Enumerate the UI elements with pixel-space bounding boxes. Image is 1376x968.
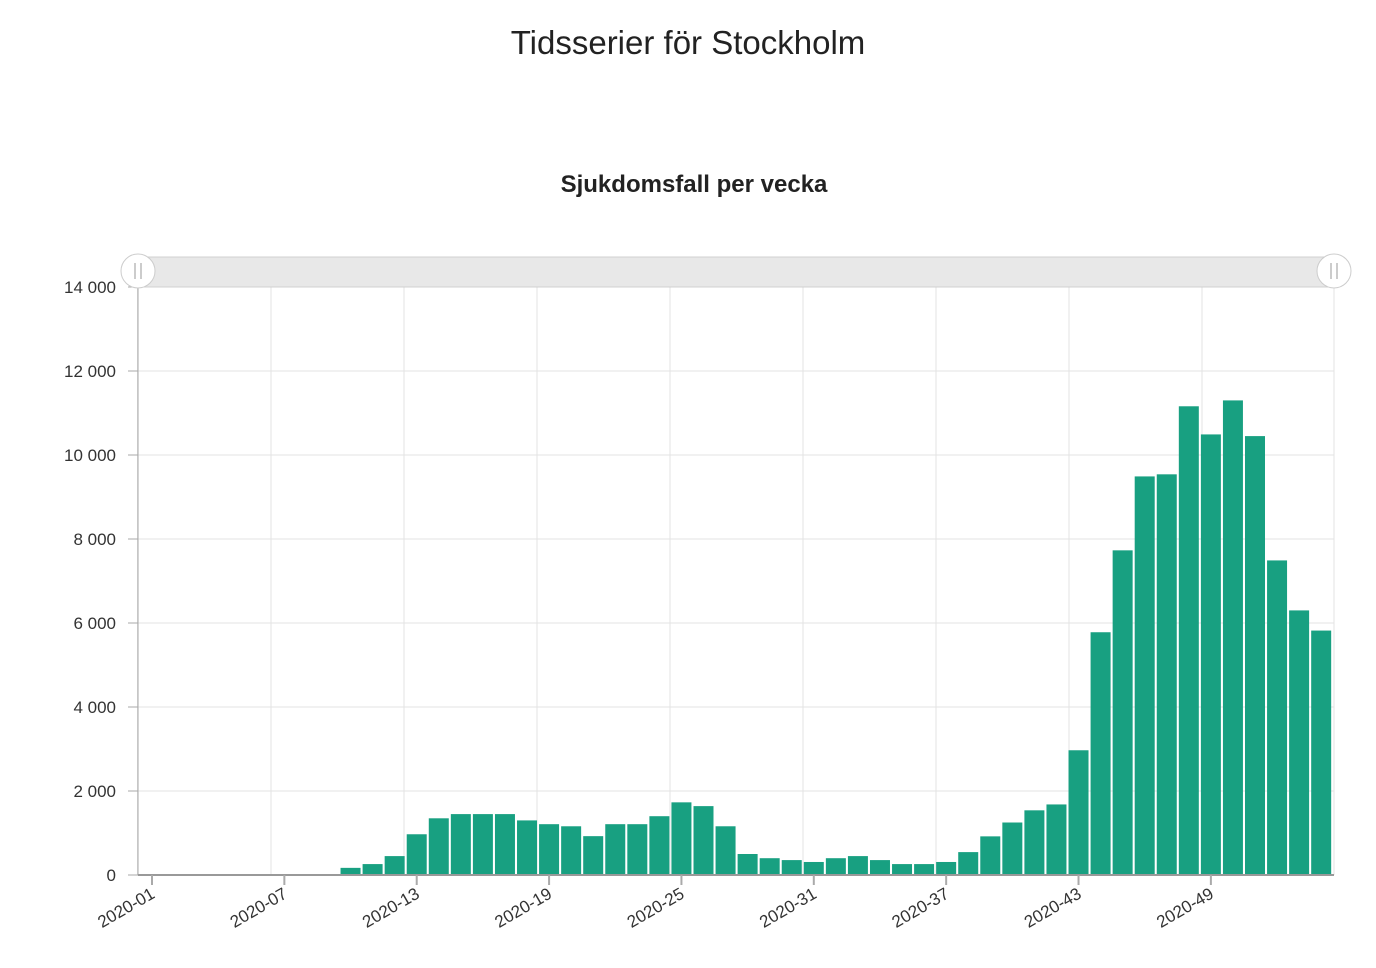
bar	[1024, 810, 1045, 875]
navigator-left-handle[interactable]	[120, 253, 156, 289]
bar	[1245, 436, 1265, 875]
bar	[892, 864, 913, 875]
y-tick-label: 8 000	[73, 530, 116, 549]
y-tick-label: 0	[107, 866, 116, 885]
bar	[693, 806, 714, 875]
bar	[759, 858, 780, 875]
y-tick-label: 4 000	[73, 698, 116, 717]
bar	[472, 814, 493, 875]
bar	[737, 854, 758, 875]
bar	[958, 852, 979, 875]
x-tick-label: 2020-07	[227, 884, 291, 932]
bar	[781, 860, 802, 875]
x-tick-label: 2020-25	[624, 884, 688, 932]
bar	[539, 824, 560, 875]
bar	[1289, 610, 1310, 875]
bar	[1200, 434, 1221, 875]
x-tick-label: 2020-49	[1153, 884, 1217, 932]
bar	[649, 816, 670, 875]
y-tick-label: 14 000	[64, 278, 116, 297]
bar	[1068, 750, 1089, 875]
bar	[980, 836, 1001, 875]
bar	[583, 836, 604, 875]
bar	[362, 864, 383, 875]
bar	[825, 858, 846, 875]
chart-title: Sjukdomsfall per vecka	[561, 171, 828, 198]
bar	[1112, 550, 1133, 875]
bar	[1156, 474, 1177, 875]
bar	[450, 814, 471, 875]
bar	[869, 860, 890, 875]
x-tick-label: 2020-19	[492, 884, 556, 932]
bar	[914, 864, 935, 875]
y-tick-label: 12 000	[64, 362, 116, 381]
bar	[428, 818, 449, 875]
y-tick-label: 6 000	[73, 614, 116, 633]
bar	[605, 824, 626, 875]
bar	[936, 861, 957, 875]
bar	[715, 826, 736, 875]
bar	[1046, 804, 1067, 875]
x-tick-label: 2020-37	[889, 884, 953, 932]
bar	[671, 802, 692, 875]
x-tick-label: 2020-13	[359, 884, 423, 932]
bar	[1134, 476, 1155, 875]
bar	[561, 826, 582, 875]
y-tick-label: 2 000	[73, 782, 116, 801]
bar	[494, 814, 515, 875]
bar	[1090, 632, 1111, 875]
bar	[1267, 560, 1288, 875]
bar	[406, 834, 427, 875]
page-title: Tidsserier för Stockholm	[510, 24, 866, 61]
y-tick-label: 10 000	[64, 446, 116, 465]
bar	[803, 861, 824, 875]
x-tick-label: 2020-01	[94, 884, 158, 932]
x-tick-label: 2020-31	[756, 884, 820, 932]
bar	[1178, 406, 1199, 875]
bar	[517, 820, 538, 875]
bar	[1311, 630, 1332, 875]
x-tick-label: 2020-43	[1021, 884, 1085, 932]
bar	[627, 824, 648, 875]
bar	[1222, 400, 1243, 875]
navigator-right-handle[interactable]	[1316, 253, 1352, 289]
bar	[340, 867, 361, 875]
range-navigator[interactable]	[120, 253, 1352, 289]
bar	[847, 856, 868, 875]
bar	[1002, 822, 1023, 875]
navigator-track[interactable]	[137, 256, 1335, 288]
bar	[384, 856, 405, 875]
